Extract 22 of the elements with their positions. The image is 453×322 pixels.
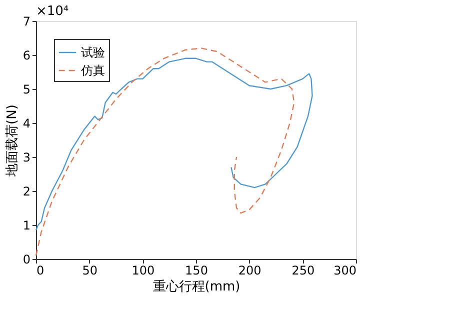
x-tick-label: 100 [132,264,155,278]
y-tick-label: 3 [22,150,30,164]
y-tick-label: 5 [22,82,30,96]
y-tick-label: 7 [22,14,30,28]
y-axis-title: 地面载荷(N) [4,104,20,178]
legend-label: 仿真 [80,64,105,78]
x-tick-label: 0 [36,264,44,278]
x-tick-label: 300 [334,264,356,278]
line-series [35,48,295,256]
y-tick-label: 4 [22,116,30,130]
y-tick-label: 0 [22,252,30,266]
y-tick-label: 1 [22,218,30,232]
text: ×10⁴ [36,4,69,19]
line-series [35,58,313,231]
x-tick-label: 150 [185,264,208,278]
y-tick-label: 2 [22,184,30,198]
x-tick-label: 200 [238,264,262,278]
x-tick-label: 50 [82,264,98,278]
y-tick-label: 6 [22,48,30,62]
legend-label: 试验 [81,46,105,60]
x-axis-title: 重心行程(mm) [152,278,240,294]
x-tick-label: 250 [292,264,315,278]
